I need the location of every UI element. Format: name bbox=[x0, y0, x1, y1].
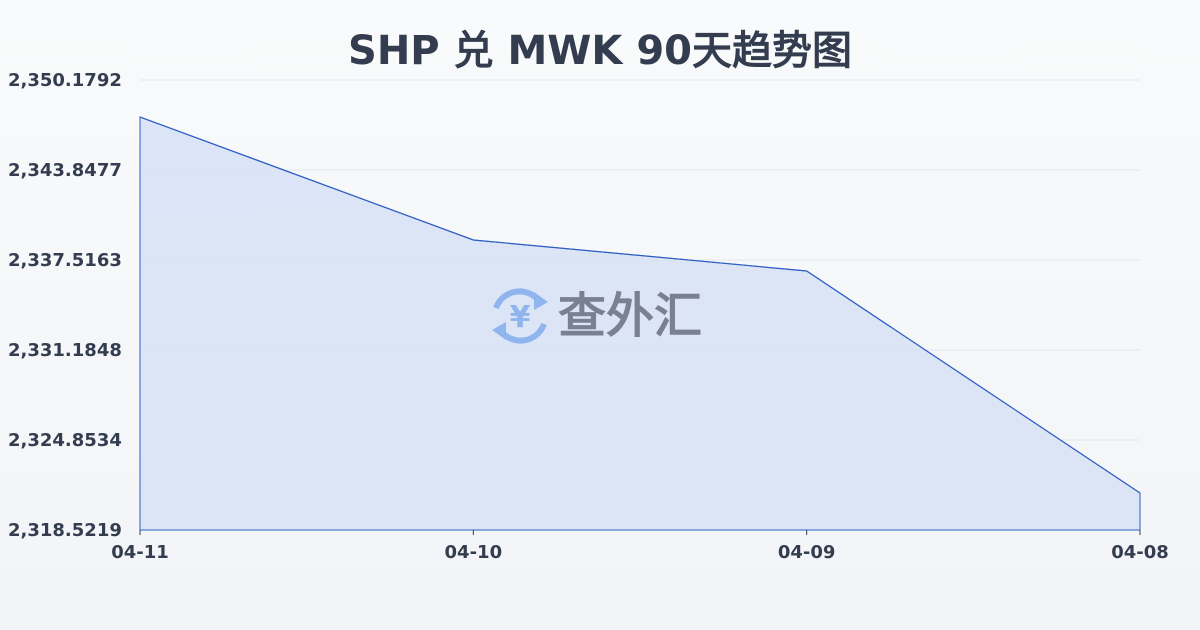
yen-symbol: ¥ bbox=[510, 300, 531, 335]
arrow-head bbox=[492, 322, 506, 340]
y-tick-label: 2,318.5219 bbox=[8, 520, 122, 541]
x-tick-label: 04-11 bbox=[111, 542, 169, 563]
x-tick-label: 04-08 bbox=[1111, 542, 1169, 563]
yen-exchange-icon: ¥ bbox=[492, 288, 548, 344]
y-tick-label: 2,337.5163 bbox=[8, 250, 122, 271]
x-tick-label: 04-09 bbox=[778, 542, 836, 563]
y-tick-label: 2,350.1792 bbox=[8, 70, 122, 91]
watermark-text: 查外汇 bbox=[558, 288, 702, 344]
watermark: ¥ 查外汇 bbox=[492, 288, 702, 344]
y-tick-label: 2,324.8534 bbox=[8, 430, 122, 451]
x-tick-label: 04-10 bbox=[445, 542, 503, 563]
y-tick-label: 2,343.8477 bbox=[8, 160, 122, 181]
series-line bbox=[139, 116, 1141, 494]
y-tick-label: 2,331.1848 bbox=[8, 340, 122, 361]
arrow-head bbox=[534, 292, 548, 310]
chart-title: SHP 兑 MWK 90天趋势图 bbox=[348, 28, 852, 74]
